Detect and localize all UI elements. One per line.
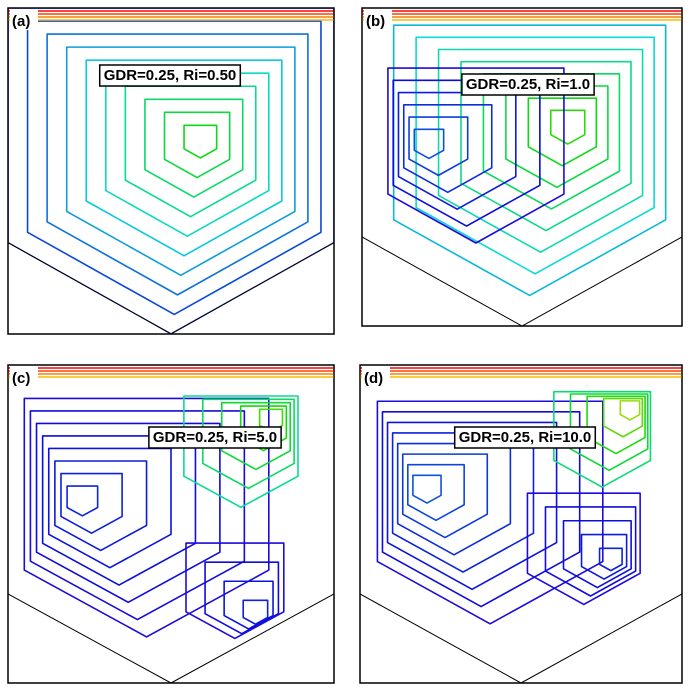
streamline xyxy=(183,124,218,159)
cavity-outline xyxy=(7,364,335,684)
streamline xyxy=(183,395,299,509)
streamline xyxy=(562,519,632,589)
streamline xyxy=(386,421,558,591)
annotation: GDR=0.25, Ri=10.0 xyxy=(459,429,592,446)
label-box xyxy=(362,367,390,387)
streamline xyxy=(413,128,445,160)
streamline xyxy=(392,24,667,297)
panel-frame xyxy=(359,364,683,684)
streamline xyxy=(412,474,442,504)
streamline xyxy=(527,97,598,167)
panel-frame xyxy=(361,7,683,327)
streamline xyxy=(401,453,489,539)
streamline xyxy=(619,400,641,421)
annotation: GDR=0.25, Ri=1.0 xyxy=(466,76,590,93)
panel-label: (d) xyxy=(364,370,383,387)
streamline xyxy=(381,411,581,608)
streamline xyxy=(407,463,465,522)
streamline xyxy=(482,73,621,210)
streamline xyxy=(46,33,309,296)
streamline xyxy=(60,472,123,534)
panel: (a) GDR=0.25, Ri=0.50 xyxy=(7,7,335,335)
streamline xyxy=(602,397,644,438)
panel-label: (c) xyxy=(12,370,30,387)
label-box xyxy=(10,367,38,387)
streamline xyxy=(553,390,652,488)
streamline xyxy=(65,46,296,277)
streamline xyxy=(204,561,280,635)
streamline xyxy=(526,492,641,606)
streamline xyxy=(35,422,221,604)
panel: (b) GDR=0.25, Ri=1.0 xyxy=(361,7,683,327)
streamline xyxy=(376,400,604,625)
streamline xyxy=(223,580,274,630)
streamline xyxy=(105,72,270,237)
panel: (d) GDR=0.25, Ri=10.0 xyxy=(359,364,683,684)
streamline xyxy=(549,109,586,145)
streamline xyxy=(415,36,655,275)
panel-label: (a) xyxy=(12,13,30,30)
streamline xyxy=(144,98,244,198)
panel: (c) GDR=0.25, Ri=5.0 xyxy=(7,364,335,684)
streamline xyxy=(437,48,644,254)
streamline xyxy=(85,59,283,257)
cavity-outline xyxy=(7,7,335,335)
streamline xyxy=(408,116,469,177)
streamline xyxy=(29,410,246,621)
streamline xyxy=(544,506,637,597)
label-box xyxy=(364,10,392,30)
annotation-box xyxy=(98,64,242,87)
streamline xyxy=(54,460,148,552)
annotation: GDR=0.25, Ri=5.0 xyxy=(153,429,277,446)
annotation-box xyxy=(148,426,282,449)
label-box xyxy=(10,10,38,30)
streamline xyxy=(598,547,623,572)
annotation-box xyxy=(461,73,595,96)
streamline xyxy=(402,104,493,194)
streamline xyxy=(387,67,565,244)
streamline xyxy=(23,397,270,638)
streamline xyxy=(580,533,628,580)
streamline xyxy=(66,485,99,517)
streamline xyxy=(163,111,231,179)
streamline xyxy=(185,542,285,640)
streamline xyxy=(26,20,322,316)
streamline xyxy=(202,398,295,490)
panel-frame xyxy=(7,7,335,335)
streamlines xyxy=(8,367,334,640)
panel-label: (b) xyxy=(366,13,385,30)
cavity-outline xyxy=(359,364,683,684)
annotation-box xyxy=(453,426,597,449)
cavity-outline xyxy=(361,7,683,327)
annotation: GDR=0.25, Ri=0.50 xyxy=(104,67,237,84)
streamline xyxy=(242,599,269,625)
